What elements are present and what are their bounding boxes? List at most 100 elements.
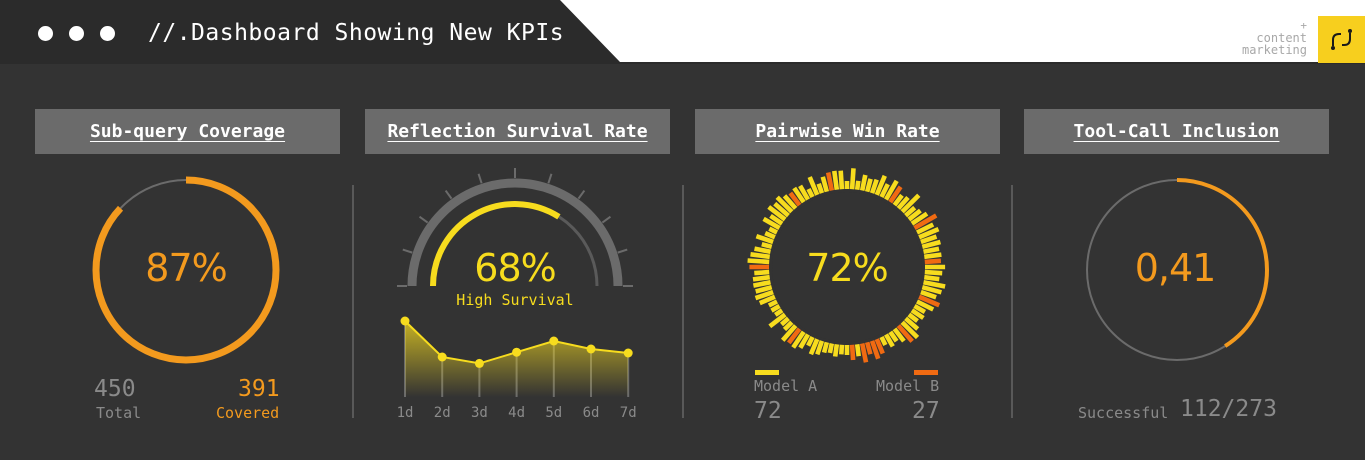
coverage-ring-progress bbox=[92, 176, 280, 364]
radial-bar bbox=[768, 226, 779, 235]
gauge-ticks bbox=[397, 168, 633, 287]
radial-bar bbox=[773, 201, 790, 218]
radial-bar bbox=[764, 230, 776, 240]
radial-bar bbox=[849, 344, 856, 361]
radial-bar bbox=[806, 187, 815, 199]
radial-bar bbox=[910, 211, 929, 226]
divider-3 bbox=[1011, 185, 1013, 418]
radial-bar bbox=[827, 343, 835, 354]
radial-bar bbox=[768, 312, 787, 329]
radial-bar bbox=[755, 234, 774, 245]
radial-bar bbox=[832, 344, 840, 357]
chart-point[interactable] bbox=[623, 348, 633, 358]
coverage-value: 87% bbox=[145, 246, 227, 290]
chart-x-tick-label: 2d bbox=[434, 405, 451, 421]
panel-title-pairwise: Pairwise Win Rate bbox=[755, 121, 940, 142]
win-rate-radial-chart bbox=[747, 168, 946, 363]
gauge-tick bbox=[601, 215, 612, 224]
radial-bar bbox=[791, 330, 806, 349]
radial-bar bbox=[859, 174, 868, 191]
radial-bar bbox=[825, 172, 835, 191]
radial-bar bbox=[762, 216, 781, 230]
chart-point[interactable] bbox=[512, 347, 522, 357]
radial-bar bbox=[769, 213, 784, 226]
radial-bar bbox=[918, 294, 941, 308]
model-a-value: 72 bbox=[754, 398, 782, 424]
panel-header-reflection[interactable]: Reflection Survival Rate bbox=[365, 109, 670, 154]
brand-line-2: marketing bbox=[1241, 43, 1307, 57]
radial-bar bbox=[924, 252, 942, 260]
gauge-tick bbox=[477, 173, 483, 184]
win-rate-value: 72% bbox=[806, 246, 888, 290]
brand-text: + content marketing bbox=[1241, 20, 1307, 57]
radial-bar bbox=[879, 335, 888, 347]
window-dot-2[interactable] bbox=[69, 26, 84, 41]
panel-header-toolcall[interactable]: Tool-Call Inclusion bbox=[1024, 109, 1329, 154]
window-dot-1[interactable] bbox=[38, 26, 53, 41]
radial-bar bbox=[913, 304, 927, 314]
radial-bar bbox=[782, 194, 798, 210]
model-a-swatch bbox=[755, 370, 779, 375]
chart-point[interactable] bbox=[400, 316, 410, 326]
radial-bar bbox=[924, 274, 940, 282]
chart-area bbox=[405, 321, 629, 397]
chart-point[interactable] bbox=[437, 352, 447, 362]
chart-x-tick-label: 5d bbox=[545, 405, 562, 421]
radial-bar bbox=[907, 208, 922, 222]
radial-bar bbox=[910, 308, 925, 320]
radial-bar bbox=[874, 338, 885, 355]
chart-x-tick-label: 1d bbox=[397, 405, 414, 421]
radial-bars bbox=[747, 168, 946, 363]
page-title: //.Dashboard Showing New KPIs bbox=[148, 20, 565, 46]
radial-bar bbox=[896, 324, 914, 343]
panel-header-pairwise[interactable]: Pairwise Win Rate bbox=[695, 109, 1000, 154]
radial-bar bbox=[900, 320, 920, 340]
radial-bar bbox=[820, 176, 830, 193]
brand-logo[interactable] bbox=[1318, 16, 1365, 63]
radial-bar bbox=[755, 284, 773, 294]
radial-bar bbox=[854, 180, 861, 190]
radial-bar bbox=[752, 274, 771, 282]
model-b-value: 27 bbox=[912, 398, 940, 424]
radial-bar bbox=[924, 258, 942, 265]
survival-sub-label: High Survival bbox=[456, 291, 574, 309]
survival-line-chart: 1d 2d 3d 4d 5d 6d 7d bbox=[397, 316, 637, 421]
radial-bar bbox=[816, 182, 825, 194]
chart-x-tick-label: 6d bbox=[583, 405, 600, 421]
successful-label: Successful bbox=[1078, 404, 1169, 422]
radial-bar bbox=[779, 316, 790, 327]
radial-bar bbox=[839, 344, 845, 355]
divider-2 bbox=[682, 185, 684, 418]
radial-bar bbox=[788, 191, 802, 207]
radial-bar bbox=[786, 327, 802, 345]
inclusion-ring-progress bbox=[1085, 178, 1269, 362]
total-label: Total bbox=[96, 404, 142, 422]
window-dot-3[interactable] bbox=[100, 26, 115, 41]
radial-bar bbox=[896, 195, 910, 210]
radial-bar bbox=[888, 330, 899, 343]
radial-bar bbox=[770, 304, 781, 313]
panel-title-toolcall: Tool-Call Inclusion bbox=[1073, 121, 1280, 142]
radial-bar bbox=[849, 168, 856, 190]
radial-bar bbox=[808, 338, 820, 356]
window-controls[interactable] bbox=[38, 26, 115, 41]
gauge-tick bbox=[547, 173, 553, 184]
radial-bar bbox=[879, 183, 890, 199]
radial-bar bbox=[869, 178, 879, 194]
chart-point[interactable] bbox=[549, 336, 559, 346]
radial-bar bbox=[798, 184, 810, 201]
chart-point[interactable] bbox=[586, 344, 596, 354]
radial-bar bbox=[918, 226, 940, 240]
chart-point[interactable] bbox=[474, 358, 484, 368]
radial-bar bbox=[915, 222, 935, 235]
radial-bar bbox=[920, 234, 938, 245]
radial-bar bbox=[864, 341, 873, 355]
radial-bar bbox=[913, 213, 938, 230]
panel-header-subquery[interactable]: Sub-query Coverage bbox=[35, 109, 340, 154]
radial-bar bbox=[807, 176, 820, 196]
radial-bar bbox=[923, 279, 946, 289]
radial-bar bbox=[888, 185, 903, 204]
radial-bar bbox=[874, 174, 887, 196]
radial-bar bbox=[775, 195, 794, 214]
radial-bar bbox=[792, 186, 806, 204]
